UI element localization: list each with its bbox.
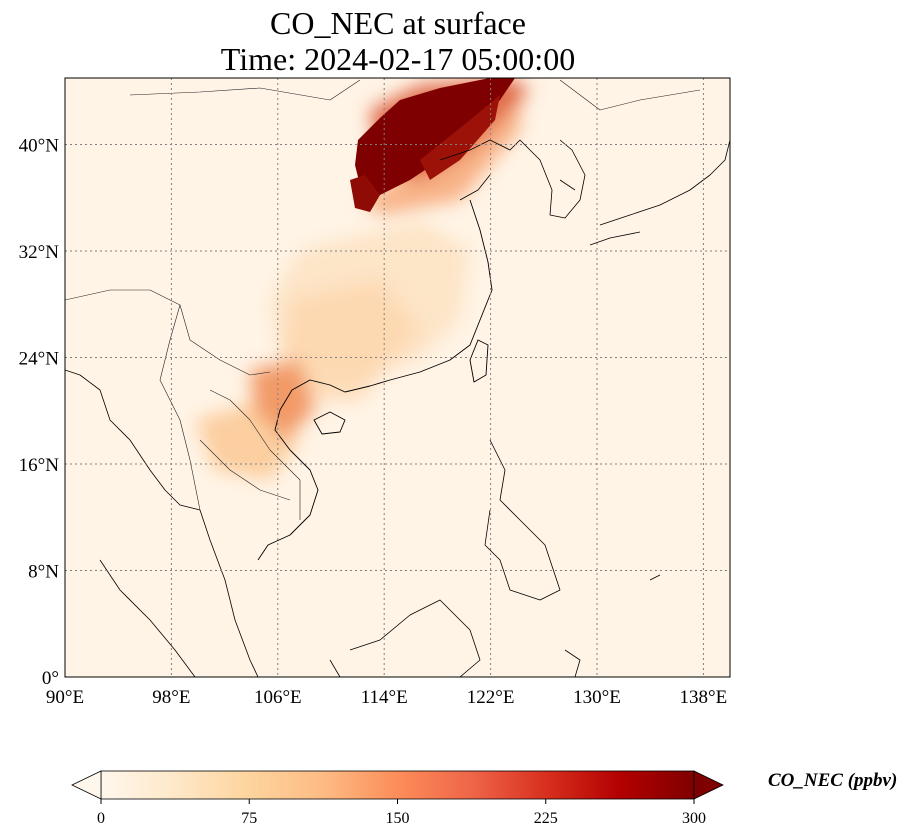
lon-tick-label: 98°E [152,687,190,708]
colorbar: 0 75 150 225 300 [71,770,724,827]
plume-peak-core [355,78,515,195]
coastline-yellow-sea [459,174,491,201]
border-mongolia [559,79,701,111]
concentration-field [195,78,530,480]
border-laos-vietnam [209,389,301,520]
plume-central [280,280,420,400]
plume-peak-edge [350,175,380,212]
lat-tick-label: 0° [42,668,59,689]
lon-tick-labels: 90°E 98°E 106°E 114°E 122°E 130°E 138°E [46,687,727,708]
border-china-north [129,79,361,101]
border-china-south [65,289,271,376]
colorbar-tick-label: 75 [241,810,257,827]
gridlines [65,78,730,677]
border-thailand-cambodia [199,439,291,501]
coastline-borneo [329,599,481,677]
lat-tick-label: 24°N [19,349,60,370]
lat-tick-label: 40°N [19,136,60,157]
colorbar-label: CO_NEC (ppbv) [768,770,898,791]
coastline-korea [519,139,586,219]
colorbar-extend-min [71,770,102,800]
lon-tick-label: 106°E [254,687,302,708]
plume-red-river [250,360,315,440]
coastline-philippines [484,439,561,601]
coastline-taiwan [469,339,489,383]
lon-tick-label: 122°E [467,687,515,708]
coastline-bay-of-bengal [65,369,201,511]
coastline-bohai [439,139,521,161]
map-frame [64,77,731,678]
coastline-japan [559,139,730,246]
coastline-sulawesi [564,649,581,677]
lat-tick-label: 16°N [19,455,60,476]
colorbar-body [100,770,695,800]
colorbar-ticks: 0 75 150 225 300 [97,799,706,827]
lon-tick-label: 114°E [361,687,408,708]
lon-tick-label: 138°E [680,687,728,708]
map-title: CO_NEC at surface [270,5,526,41]
lat-tick-label: 32°N [19,242,60,263]
plume-peak-band [420,95,500,180]
coastlines [65,79,730,677]
colorbar-extend-max [693,770,724,800]
coastline-new-guinea-edge [649,574,661,581]
colorbar-tick-label: 300 [682,810,706,827]
lon-tick-label: 90°E [46,687,84,708]
coastline-gulf-of-tonkin [257,379,346,561]
lat-tick-labels: 0° 8°N 16°N 24°N 32°N 40°N [19,136,60,689]
coastline-sumatra [99,559,196,677]
colorbar-tick-label: 0 [97,810,105,827]
coastline-malay-peninsula [199,509,259,677]
lat-tick-label: 8°N [28,562,59,583]
lon-tick-label: 130°E [573,687,621,708]
coastline-hainan [313,411,346,435]
colorbar-tick-label: 150 [386,810,410,827]
map-subtitle-time: Time: 2024-02-17 05:00:00 [220,41,576,77]
colorbar-tick-label: 225 [534,810,558,827]
